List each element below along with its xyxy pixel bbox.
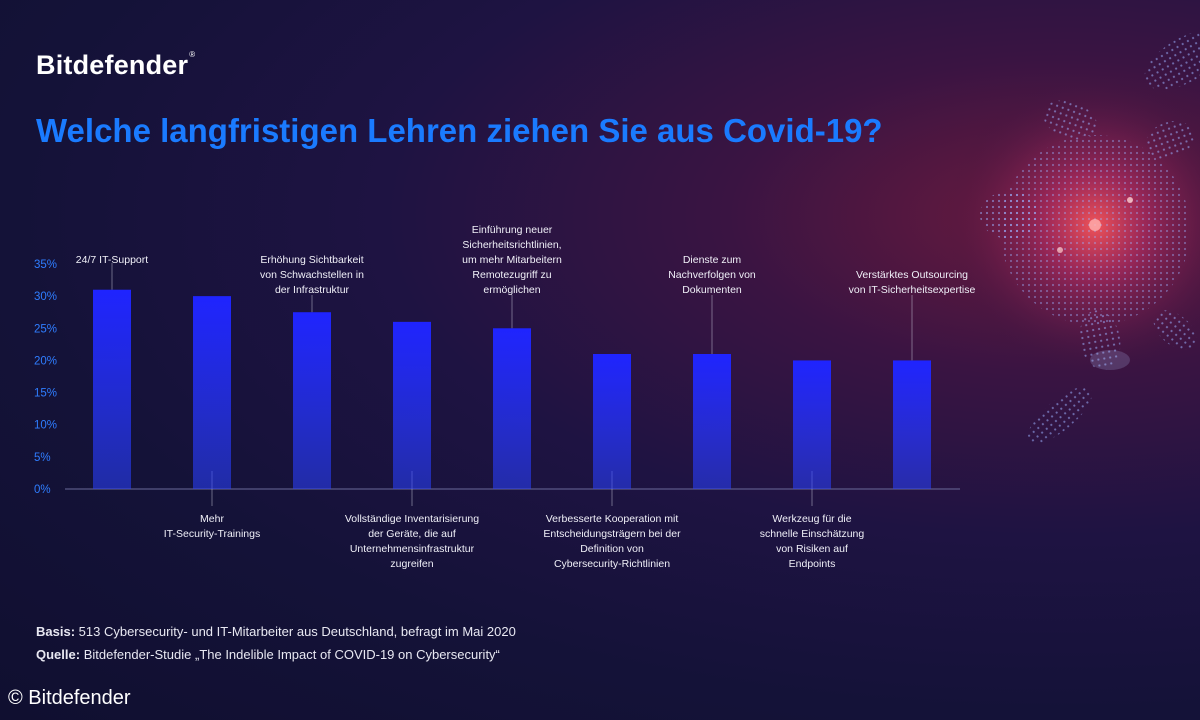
brand-registered-mark: ® — [189, 50, 196, 59]
bar — [893, 360, 931, 489]
bar — [193, 296, 231, 489]
category-label: Verbesserte Kooperation mit Entscheidungs… — [543, 513, 681, 570]
bar — [593, 354, 631, 489]
basis-label: Basis: — [36, 624, 76, 639]
category-label: Einführung neuer Sicherheitsrichtlinien, u… — [462, 224, 562, 296]
source-text: Bitdefender-Studie „The Indelible Impact… — [80, 647, 500, 662]
bar — [793, 360, 831, 489]
bar — [93, 289, 131, 489]
bar — [693, 354, 731, 489]
bar — [393, 321, 431, 489]
basis-text: 513 Cybersecurity- und IT-Mitarbeiter au… — [75, 624, 516, 639]
y-tick-label: 10% — [34, 420, 57, 432]
y-tick-label: 5% — [34, 452, 51, 464]
bar — [493, 328, 531, 489]
brand-name: Bitdefender — [36, 50, 189, 80]
chart-title: Welche langfristigen Lehren ziehen Sie a… — [36, 112, 883, 149]
category-label: Erhöhung Sichtbarkeit von Schwachstellen … — [260, 254, 364, 296]
footnote-basis: Basis: 513 Cybersecurity- und IT-Mitarbe… — [36, 624, 516, 639]
category-label: Mehr IT-Security-Trainings — [164, 513, 260, 540]
y-tick-label: 0% — [34, 484, 51, 496]
category-label: Vollständige Inventarisierung der Geräte,… — [345, 513, 479, 570]
y-tick-label: 35% — [34, 259, 57, 271]
y-tick-label: 30% — [34, 291, 57, 303]
y-tick-label: 15% — [34, 388, 57, 400]
y-tick-label: 25% — [34, 323, 57, 335]
category-label: Verstärktes Outsourcing von IT-Sicherheit… — [849, 269, 976, 296]
category-label: Dienste zum Nachverfolgen von Dokumenten — [668, 254, 756, 296]
brand-logo: Bitdefender® — [36, 50, 195, 81]
copyright-notice: © Bitdefender — [8, 687, 131, 709]
bar — [293, 312, 331, 489]
category-label: Werkzeug für die schnelle Einschätzung von… — [760, 513, 865, 570]
source-label: Quelle: — [36, 647, 81, 662]
category-label: 24/7 IT-Support — [76, 254, 148, 266]
y-tick-label: 20% — [34, 355, 57, 367]
footnote-source: Quelle: Bitdefender-Studie „The Indelibl… — [36, 647, 500, 662]
